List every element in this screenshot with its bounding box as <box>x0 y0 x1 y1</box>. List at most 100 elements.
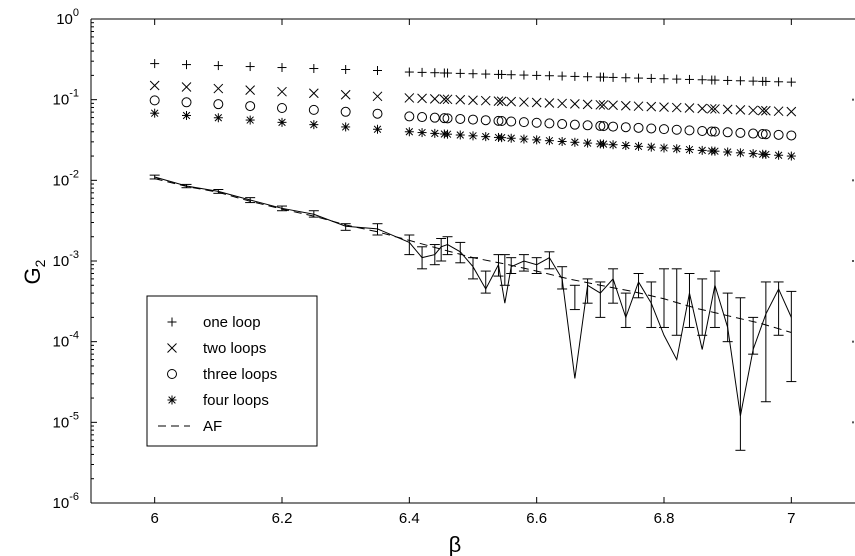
y-tick-exponent: -1 <box>69 88 79 100</box>
one-loop-point <box>659 74 669 84</box>
y-tick-exponent: -6 <box>69 491 79 503</box>
y-tick-base: 10 <box>53 172 70 189</box>
one-loop-point <box>497 69 507 79</box>
four-loops-point <box>430 128 440 138</box>
four-loops-point <box>309 120 319 130</box>
two-loops-point <box>496 96 507 107</box>
y-tick-base: 10 <box>53 253 70 270</box>
four-loops-point <box>213 113 223 123</box>
one-loop-point <box>277 63 287 73</box>
four-loops-point <box>608 140 618 150</box>
three-loops-point <box>340 106 351 117</box>
error-bar <box>277 205 287 212</box>
one-loop-point <box>373 65 382 75</box>
x-tick-label: 6.6 <box>526 510 547 527</box>
x-tick-label: 6 <box>150 510 158 527</box>
two-loops-point <box>455 94 466 105</box>
two-loops-point <box>557 98 567 109</box>
y-tick-label: 10-5 <box>53 410 79 431</box>
two-loops-point <box>595 99 606 110</box>
two-loops-point <box>506 96 517 107</box>
one-loop-point <box>774 77 784 87</box>
right-edge-mark <box>852 179 854 182</box>
two-loops-point <box>417 93 427 104</box>
error-bar <box>455 241 466 264</box>
four-loops-point <box>646 142 656 152</box>
y-tick-base: 10 <box>53 495 70 512</box>
two-loops-point <box>439 94 450 105</box>
two-loops-point <box>372 91 383 102</box>
two-loops-point <box>245 85 256 95</box>
legend-label-two-loops: two loops <box>203 340 266 357</box>
three-loops-point <box>181 97 192 108</box>
one-loop-point <box>646 73 656 83</box>
legend-label-four-loops: four loops <box>203 392 269 409</box>
legend-symbol-three-loops <box>167 369 177 379</box>
three-loops-point <box>372 108 383 119</box>
x-tick-label: 6.2 <box>272 510 293 527</box>
four-loops-point <box>277 117 287 127</box>
four-loops-point <box>758 149 768 159</box>
error-bar <box>442 236 453 256</box>
one-loop-point <box>557 71 567 81</box>
legend-label-one-loop: one loop <box>203 314 261 331</box>
y-tick-base: 10 <box>53 414 70 431</box>
y-tick-base: 10 <box>53 334 70 351</box>
two-loops-point <box>748 105 758 116</box>
three-loops-point <box>213 99 224 110</box>
three-loops-point <box>277 102 287 113</box>
error-bar <box>633 272 644 299</box>
two-loops-point <box>786 106 797 117</box>
three-loops-point <box>442 113 453 124</box>
four-loops-point <box>774 150 784 160</box>
error-bar <box>544 251 555 270</box>
legend-symbol-one-loop <box>167 317 177 327</box>
two-loops-point <box>340 89 351 100</box>
y-tick-exponent: -3 <box>69 249 79 261</box>
error-bar <box>646 281 657 328</box>
svg-text:G2: G2 <box>20 259 48 284</box>
three-loops-point <box>633 122 644 133</box>
one-loop-point <box>404 67 414 77</box>
three-loops-point <box>417 112 428 123</box>
x-axis-ticks: 6 6.2 6.4 6.6 6.8 7 <box>150 19 796 527</box>
two-loops-point <box>442 94 453 105</box>
three-loops-point <box>404 111 415 122</box>
two-loops-point <box>181 82 192 92</box>
three-loops-point <box>748 128 759 139</box>
one-loop-point <box>439 68 449 78</box>
two-loops-point <box>582 99 593 110</box>
y-tick-exponent: -2 <box>69 168 79 180</box>
four-loops-point <box>182 110 191 120</box>
three-loops-point <box>506 116 517 127</box>
two-loops-point <box>429 94 440 104</box>
one-loop-point <box>430 68 440 78</box>
three-loops-point <box>786 130 797 141</box>
four-loops-point <box>497 133 507 143</box>
four-loops-point <box>557 136 567 146</box>
two-loops-point <box>659 102 669 112</box>
two-loops-point <box>722 104 733 115</box>
y-tick-label: 10-6 <box>53 491 79 512</box>
one-loop-point <box>182 60 191 70</box>
three-loops-point <box>149 95 160 106</box>
error-bar <box>671 268 682 336</box>
error-bar <box>436 238 447 262</box>
x-tick-label: 6.4 <box>399 510 420 527</box>
legend-label-three-loops: three loops <box>203 366 277 383</box>
y-tick-exponent: 0 <box>73 7 79 19</box>
y-tick-base: 10 <box>53 92 70 109</box>
four-loops-point <box>697 145 707 155</box>
three-loops-point <box>455 113 466 124</box>
two-loops-point <box>706 103 717 114</box>
error-bar <box>697 278 708 336</box>
four-loops-point <box>468 131 478 141</box>
three-loops-point <box>468 114 478 125</box>
three-loops-point <box>757 129 768 140</box>
two-loops-point <box>480 95 491 106</box>
two-loops-point <box>646 101 657 112</box>
three-loops-point <box>646 123 657 134</box>
error-bar <box>569 284 580 311</box>
x-tick-label: 7 <box>787 510 795 527</box>
